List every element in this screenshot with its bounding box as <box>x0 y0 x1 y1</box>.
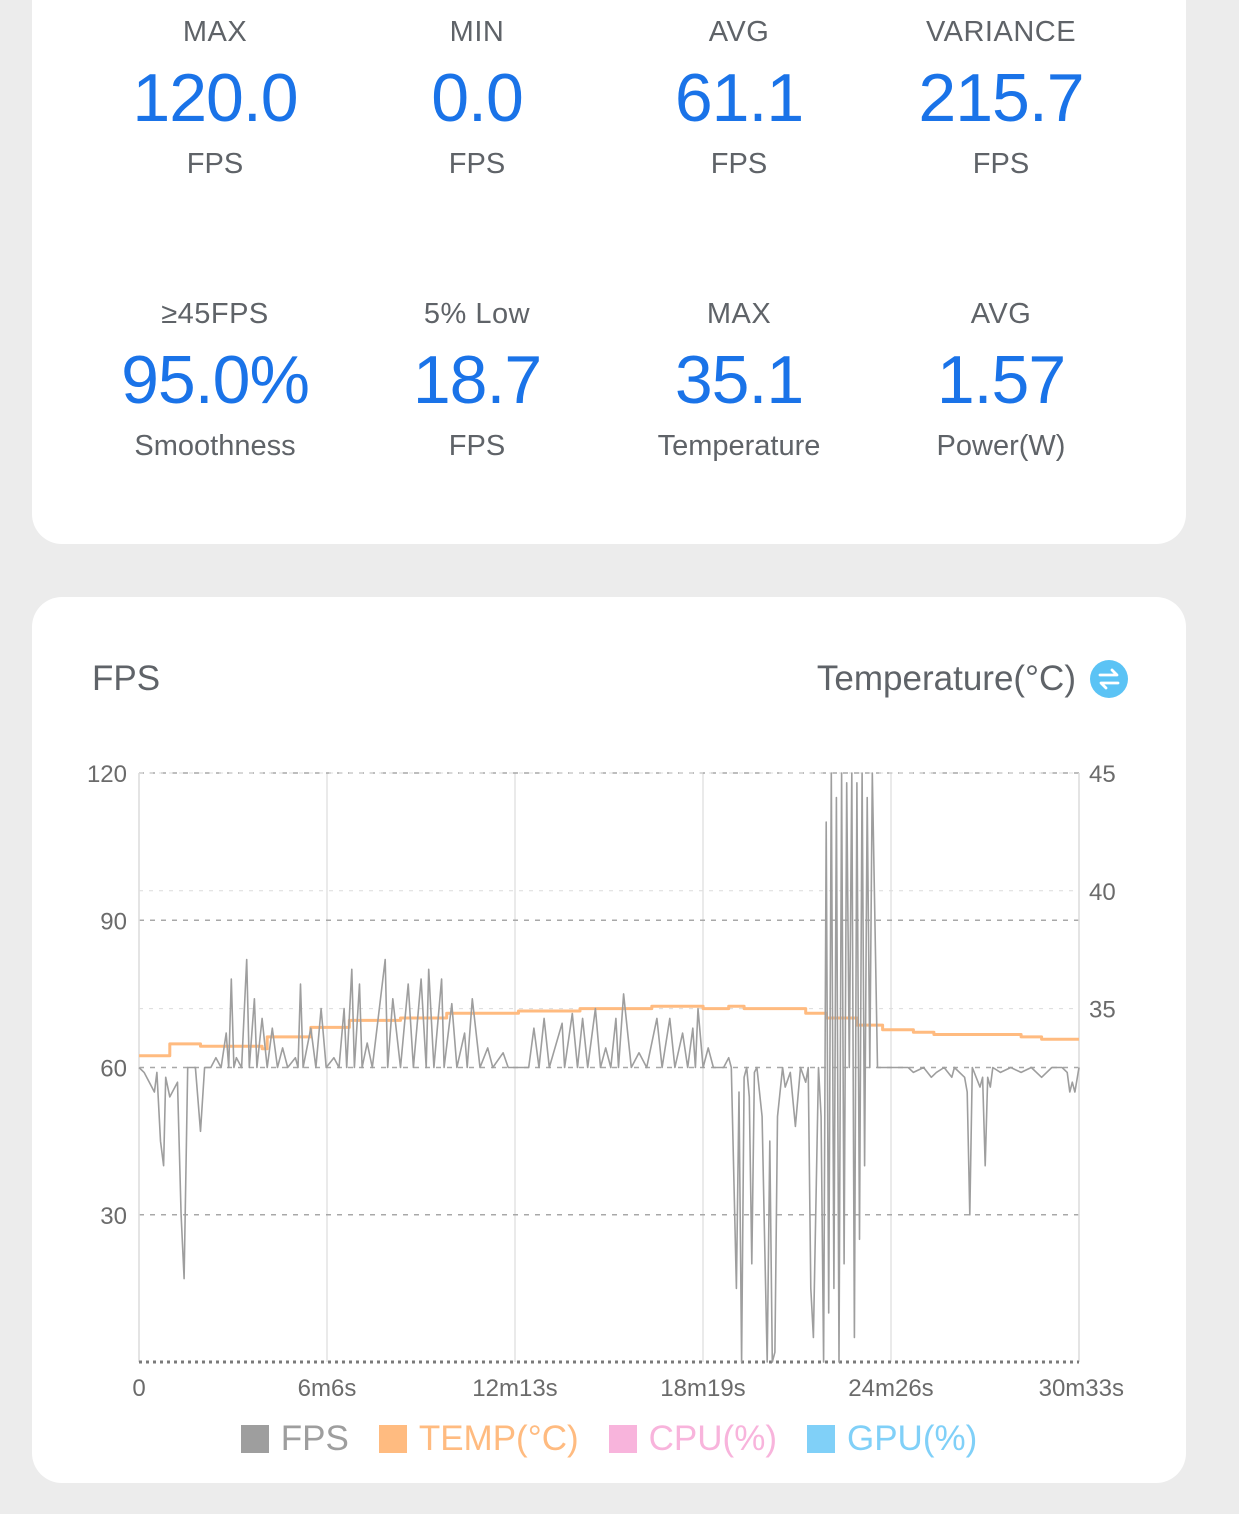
stat-smoothness: ≥45FPS 95.0% Smoothness <box>84 294 346 466</box>
x-tick-label: 0 <box>132 1375 145 1397</box>
legend-label-gpu: GPU(%) <box>846 1419 978 1458</box>
stat-label: MAX <box>182 16 248 48</box>
stat-unit: Smoothness <box>134 430 296 462</box>
x-tick-label: 24m26s <box>848 1375 933 1397</box>
chart-right-axis-title: Temperature(°C) <box>816 659 1076 698</box>
stat-label: ≥45FPS <box>161 298 269 330</box>
legend-swatch-temp <box>378 1425 407 1453</box>
stat-unit: FPS <box>186 148 244 180</box>
temperature-series-line <box>139 1004 1079 1058</box>
fps-temperature-chart[interactable]: 0 6m6s 12m13s 18m19s 24m26s 30m33s 120 90 60 30 45… <box>32 597 1186 1397</box>
y-left-tick-label: 60 <box>100 1056 127 1083</box>
x-tick-label: 12m13s <box>472 1375 557 1397</box>
x-tick-label: 30m33s <box>1039 1375 1124 1397</box>
legend-swatch-fps <box>240 1425 269 1453</box>
y-right-tick-label: 45 <box>1089 761 1116 788</box>
legend-label-fps: FPS <box>280 1419 349 1458</box>
chart-legend: FPS TEMP(°C) CPU(%) GPU(%) <box>32 1419 1186 1459</box>
legend-swatch-cpu <box>608 1425 637 1453</box>
stat-value: 18.7 <box>412 342 542 418</box>
stat-label: AVG <box>708 16 770 48</box>
stat-unit: Power(W) <box>936 430 1066 462</box>
fps-series-line <box>138 772 1080 1363</box>
y-left-tick-label: 30 <box>100 1203 127 1230</box>
y-left-tick-label: 120 <box>87 761 127 788</box>
legend-label-cpu: CPU(%) <box>648 1419 777 1458</box>
legend-item-cpu[interactable]: CPU(%) <box>608 1419 777 1459</box>
stat-fps-avg: AVG 61.1 FPS <box>608 12 870 184</box>
stat-unit: FPS <box>972 148 1030 180</box>
stat-unit: FPS <box>710 148 768 180</box>
stat-value: 215.7 <box>918 60 1084 136</box>
y-right-tick-label: 35 <box>1089 997 1116 1024</box>
stat-label: MAX <box>706 298 772 330</box>
chart-right-axis-selector[interactable]: Temperature(°C) <box>817 659 1128 699</box>
stat-value: 120.0 <box>132 60 298 136</box>
stat-value: 61.1 <box>674 60 804 136</box>
stat-value: 95.0% <box>121 342 310 418</box>
y-right-tick-label: 40 <box>1089 879 1116 906</box>
stat-value: 0.0 <box>431 60 524 136</box>
stat-fps-max: MAX 120.0 FPS <box>84 12 346 184</box>
legend-item-gpu[interactable]: GPU(%) <box>806 1419 978 1459</box>
stat-label: 5% Low <box>423 298 531 330</box>
chart-left-axis-title: FPS <box>92 659 161 698</box>
swap-vertical-icon[interactable] <box>1090 660 1128 698</box>
stats-card: MAX 120.0 FPS MIN 0.0 FPS AVG 61.1 FPS V… <box>32 0 1186 544</box>
stat-label: AVG <box>970 298 1032 330</box>
legend-item-fps[interactable]: FPS <box>240 1419 349 1459</box>
legend-label-temp: TEMP(°C) <box>418 1419 579 1458</box>
stat-power-avg: AVG 1.57 Power(W) <box>870 294 1132 466</box>
stat-fps-variance: VARIANCE 215.7 FPS <box>870 12 1132 184</box>
stat-value: 1.57 <box>936 342 1066 418</box>
stat-fps-min: MIN 0.0 FPS <box>346 12 608 184</box>
stat-label: MIN <box>449 16 505 48</box>
stat-label: VARIANCE <box>925 16 1077 48</box>
legend-item-temp[interactable]: TEMP(°C) <box>378 1419 579 1459</box>
stat-unit: FPS <box>448 148 506 180</box>
x-tick-label: 18m19s <box>660 1375 745 1397</box>
stat-temp-max: MAX 35.1 Temperature <box>608 294 870 466</box>
y-left-tick-label: 90 <box>100 908 127 935</box>
chart-card: FPS Temperature(°C) 0 6m6s 12m13s 18m19s 24m… <box>32 597 1186 1483</box>
stat-unit: Temperature <box>657 430 821 462</box>
x-tick-label: 6m6s <box>298 1375 357 1397</box>
stat-unit: FPS <box>448 430 506 462</box>
stat-value: 35.1 <box>674 342 804 418</box>
stat-5pct-low: 5% Low 18.7 FPS <box>346 294 608 466</box>
legend-swatch-gpu <box>806 1425 835 1453</box>
